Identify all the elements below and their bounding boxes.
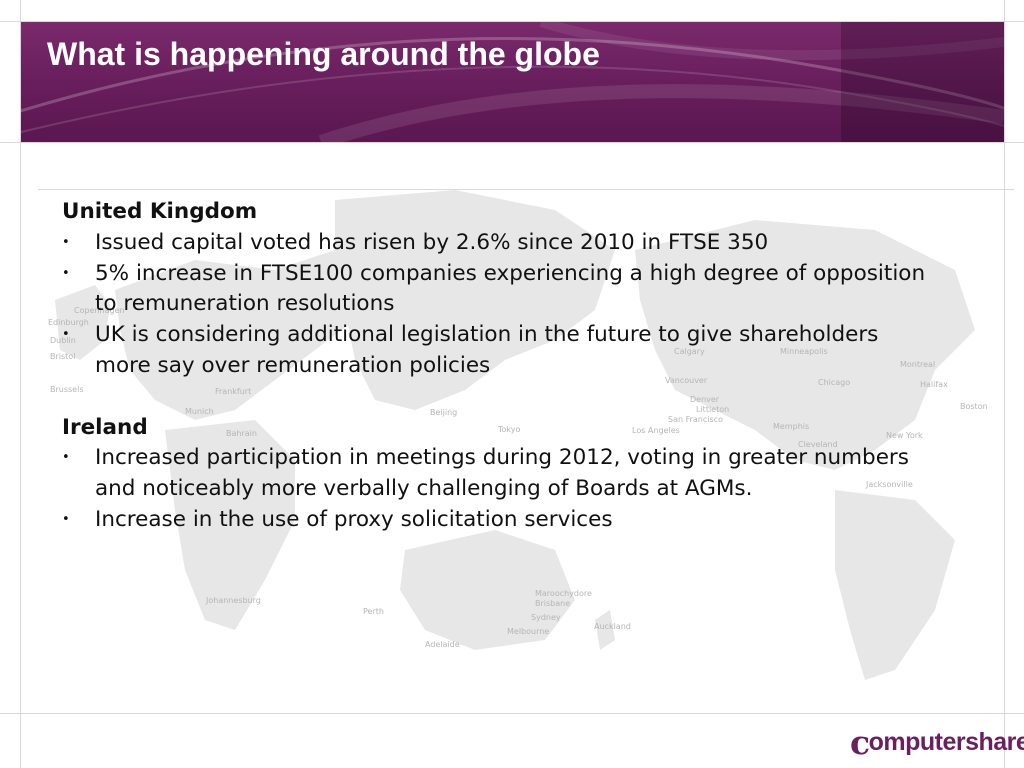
frame-line-bottom (0, 713, 1024, 714)
frame-line-content-top (38, 189, 1014, 190)
map-label: Dublin (50, 336, 76, 345)
header-swoosh (21, 22, 1004, 142)
frame-line-header-bottom (0, 142, 1024, 143)
map-label: Beijing (430, 408, 458, 417)
map-label: Cleveland (798, 440, 838, 449)
map-label: San Francisco (668, 415, 723, 424)
bullet-item: • UK is considering additional legislati… (62, 320, 982, 382)
map-label: Montreal (900, 360, 936, 369)
map-label: Bahrain (226, 429, 257, 438)
bullet-icon: • (62, 511, 70, 527)
bullet-text: Issued capital voted has risen by 2.6% s… (95, 229, 769, 255)
map-label: Frankfurt (215, 387, 252, 396)
section-uk: United Kingdom • Issued capital voted ha… (62, 197, 982, 382)
bullet-list: • Issued capital voted has risen by 2.6%… (62, 228, 982, 382)
slide-body: United Kingdom • Issued capital voted ha… (62, 197, 982, 536)
map-label: Bristol (50, 352, 76, 361)
map-label: Halifax (920, 380, 948, 389)
frame-line-left (20, 0, 21, 768)
logo-mark: c (850, 722, 870, 762)
bullet-text: and noticeably more verbally challenging… (95, 476, 753, 502)
map-label: Boston (960, 402, 988, 411)
bullet-item: • 5% increase in FTSE100 companies exper… (62, 259, 982, 321)
frame-line-top (0, 21, 1024, 22)
map-label: Perth (363, 607, 384, 616)
logo-wordmark: omputershare (868, 727, 1024, 756)
map-label: Calgary (674, 347, 705, 356)
map-label: Brisbane (535, 599, 571, 608)
map-label: Tokyo (498, 425, 521, 434)
world-map-watermark (55, 190, 975, 680)
section-spacer (62, 382, 982, 413)
bullet-list: • Increased participation in meetings du… (62, 443, 982, 535)
bullet-icon: • (62, 327, 70, 343)
map-label: Littleton (696, 405, 730, 414)
slide-title: What is happening around the globe (47, 36, 600, 72)
map-label: New York (886, 431, 923, 440)
map-label: Memphis (773, 422, 810, 431)
map-label: Copenhagen (74, 306, 125, 315)
map-label: Sydney (531, 613, 561, 622)
computershare-logo: c omputershare (850, 722, 1024, 762)
bullet-item: • Issued capital voted has risen by 2.6%… (62, 228, 982, 259)
section-ireland: Ireland • Increased participation in mee… (62, 413, 982, 536)
section-heading: Ireland (62, 414, 148, 440)
bullet-icon: • (62, 265, 70, 281)
map-label: Jacksonville (866, 480, 913, 489)
bullet-text: to remuneration resolutions (95, 291, 395, 317)
map-label: Brussels (50, 385, 84, 394)
map-label: Adelaide (425, 640, 460, 649)
map-label: Edinburgh (48, 318, 89, 327)
map-label: Chicago (818, 378, 851, 387)
map-label: Minneapolis (780, 347, 828, 356)
map-label: Auckland (594, 622, 631, 631)
map-label: Maroochydore (535, 589, 592, 598)
map-label: Los Angeles (632, 426, 680, 435)
bullet-text: Increased participation in meetings duri… (95, 445, 909, 471)
title-band: What is happening around the globe (21, 22, 1004, 142)
frame-line-right (1004, 0, 1005, 768)
map-label: Denver (690, 395, 720, 404)
section-heading: United Kingdom (62, 199, 258, 224)
map-label: Melbourne (507, 627, 550, 636)
bullet-text: more say over remuneration policies (95, 352, 491, 378)
bullet-item: • Increase in the use of proxy solicitat… (62, 505, 982, 536)
bullet-text: 5% increase in FTSE100 companies experie… (95, 260, 926, 286)
map-label: Munich (185, 407, 214, 416)
bullet-icon: • (62, 234, 70, 250)
bullet-item: • Increased participation in meetings du… (62, 443, 982, 505)
map-label: Vancouver (665, 376, 708, 385)
bullet-text: Increase in the use of proxy solicitatio… (95, 506, 613, 532)
bullet-text: UK is considering additional legislation… (95, 322, 879, 348)
bullet-icon: • (62, 450, 70, 466)
map-label: Johannesburg (206, 596, 261, 605)
